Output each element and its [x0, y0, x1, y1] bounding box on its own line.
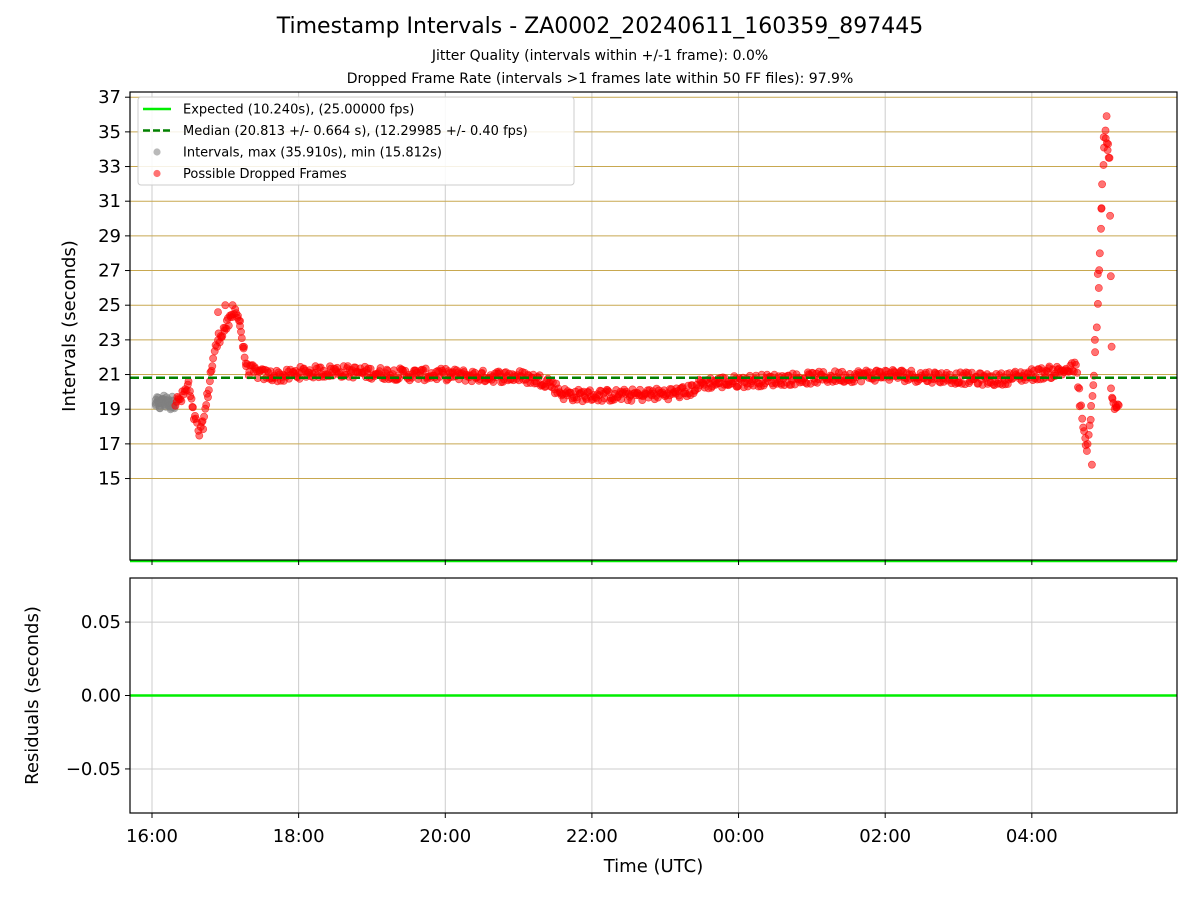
dropped-frame-point — [1105, 153, 1114, 162]
y-tick-label: 31 — [98, 191, 121, 212]
dropped-frame-point — [479, 366, 487, 375]
y-tick-label: 15 — [98, 469, 121, 490]
dropped-frame-point — [1099, 133, 1108, 141]
x-axis-label: Time (UTC) — [603, 856, 704, 877]
top-plot-frame — [129, 91, 1178, 561]
dropped-frame-point — [187, 394, 196, 403]
x-tick-label: 20:00 — [419, 826, 471, 847]
x-tick-label: 16:00 — [126, 826, 178, 847]
chart-subtitle-dropped: Dropped Frame Rate (intervals >1 frames … — [346, 71, 854, 87]
x-tick-label: 02:00 — [859, 826, 911, 847]
dropped-frame-point — [1086, 415, 1095, 424]
y-tick-label: 19 — [98, 399, 121, 420]
residual-plot-ticks: 0.05 0.00 −0.05 16:00 18:00 20:00 22:00 00:00 02… — [66, 612, 1058, 847]
dropped-frame-point — [237, 334, 246, 342]
dropped-frame-point — [228, 301, 237, 310]
chart-subtitle-jitter: Jitter Quality (intervals within +/-1 fr… — [431, 48, 769, 64]
dropped-frame-point — [1089, 381, 1098, 389]
dropped-frame-point — [239, 344, 248, 353]
dropped-frame-point — [1088, 460, 1096, 469]
y-tick-label: 0.05 — [81, 612, 121, 633]
dropped-frame-point — [1101, 126, 1110, 135]
legend: Expected (10.240s), (25.00000 fps) Median… — [137, 96, 575, 186]
dropped-frame-point — [202, 401, 211, 409]
dropped-frame-point — [1094, 284, 1103, 292]
y-tick-label: 17 — [98, 434, 121, 455]
x-tick-label: 18:00 — [273, 826, 325, 847]
top-plot-data — [151, 112, 1123, 469]
dropped-frame-point — [1077, 401, 1085, 410]
dropped-frame-point — [1088, 392, 1097, 400]
y-tick-label: 33 — [98, 157, 121, 178]
dropped-frame-point — [1072, 360, 1080, 369]
legend-label: Expected (10.240s), (25.00000 fps) — [183, 103, 414, 118]
dropped-frame-point — [1095, 249, 1104, 258]
top-plot-ylabel: Intervals (seconds) — [59, 240, 80, 412]
dropped-frame-point — [200, 412, 208, 421]
y-tick-label: 35 — [98, 122, 121, 143]
dropped-frame-point — [1093, 270, 1102, 278]
residual-plot-ylabel: Residuals (seconds) — [22, 606, 43, 785]
top-plot-reference-lines — [130, 376, 1177, 563]
x-tick-label: 04:00 — [1006, 826, 1058, 847]
dropped-frame-point — [177, 397, 186, 406]
dropped-frame-point — [1091, 348, 1099, 357]
x-tick-label: 00:00 — [713, 826, 765, 847]
dropped-frame-point — [627, 396, 636, 405]
y-tick-label: 37 — [98, 87, 121, 108]
dropped-frame-point — [1107, 384, 1115, 393]
y-tick-label: −0.05 — [66, 759, 121, 780]
legend-label: Possible Dropped Frames — [183, 167, 347, 182]
dropped-frame-point — [236, 322, 244, 330]
dropped-frame-point — [1106, 211, 1114, 220]
legend-interval-swatch — [153, 148, 161, 156]
legend-box — [137, 96, 575, 186]
dropped-frame-point — [1075, 384, 1084, 393]
chart-title: Timestamp Intervals - ZA0002_20240611_16… — [276, 14, 924, 39]
dropped-frame-point — [208, 362, 217, 371]
dropped-frame-point — [1098, 180, 1106, 189]
dropped-frame-point — [1108, 394, 1117, 403]
dropped-frame-point — [1091, 335, 1099, 344]
dropped-frame-point — [1083, 447, 1091, 455]
dropped-frame-point — [1104, 140, 1112, 148]
dropped-frame-point — [1107, 342, 1116, 351]
dropped-frame-point — [1112, 403, 1120, 412]
legend-dropped-swatch — [153, 169, 161, 178]
dropped-frame-point — [199, 425, 208, 433]
top-plot-ticks: 15 17 19 21 23 25 27 29 31 33 35 37 — [98, 87, 1033, 565]
dropped-frame-point — [204, 386, 213, 394]
dropped-frame-point — [421, 364, 430, 373]
dropped-frame-point — [209, 354, 217, 363]
dropped-frame-point — [1102, 112, 1111, 120]
x-tick-label: 22:00 — [566, 826, 618, 847]
dropped-frame-point — [1099, 161, 1108, 169]
dropped-frame-point — [1087, 401, 1095, 410]
y-tick-label: 25 — [98, 295, 121, 316]
dropped-frame-point — [1094, 299, 1102, 308]
dropped-frame-point — [214, 308, 222, 316]
y-tick-label: 23 — [98, 330, 121, 351]
y-tick-label: 27 — [98, 261, 121, 282]
dropped-frame-point — [1097, 224, 1105, 233]
dropped-frame-point — [1092, 323, 1101, 332]
y-tick-label: 21 — [98, 365, 121, 386]
legend-label: Median (20.813 +/- 0.664 s), (12.29985 +… — [183, 124, 528, 139]
dropped-frame-point — [224, 321, 233, 330]
dropped-frame-point — [1073, 368, 1082, 377]
dropped-frame-point — [1106, 272, 1115, 281]
dropped-frame-point — [1097, 204, 1106, 212]
dropped-frame-point — [195, 431, 204, 440]
dropped-frame-point — [1083, 440, 1092, 448]
y-tick-label: 29 — [98, 226, 121, 247]
dropped-frame-point — [221, 301, 230, 310]
dropped-frame-point — [1078, 414, 1087, 423]
dropped-frame-point — [188, 403, 197, 412]
y-tick-label: 0.00 — [81, 686, 121, 707]
dropped-frame-point — [204, 393, 212, 402]
dropped-frame-point — [1084, 430, 1093, 439]
legend-label: Intervals, max (35.910s), min (15.812s) — [183, 146, 442, 161]
